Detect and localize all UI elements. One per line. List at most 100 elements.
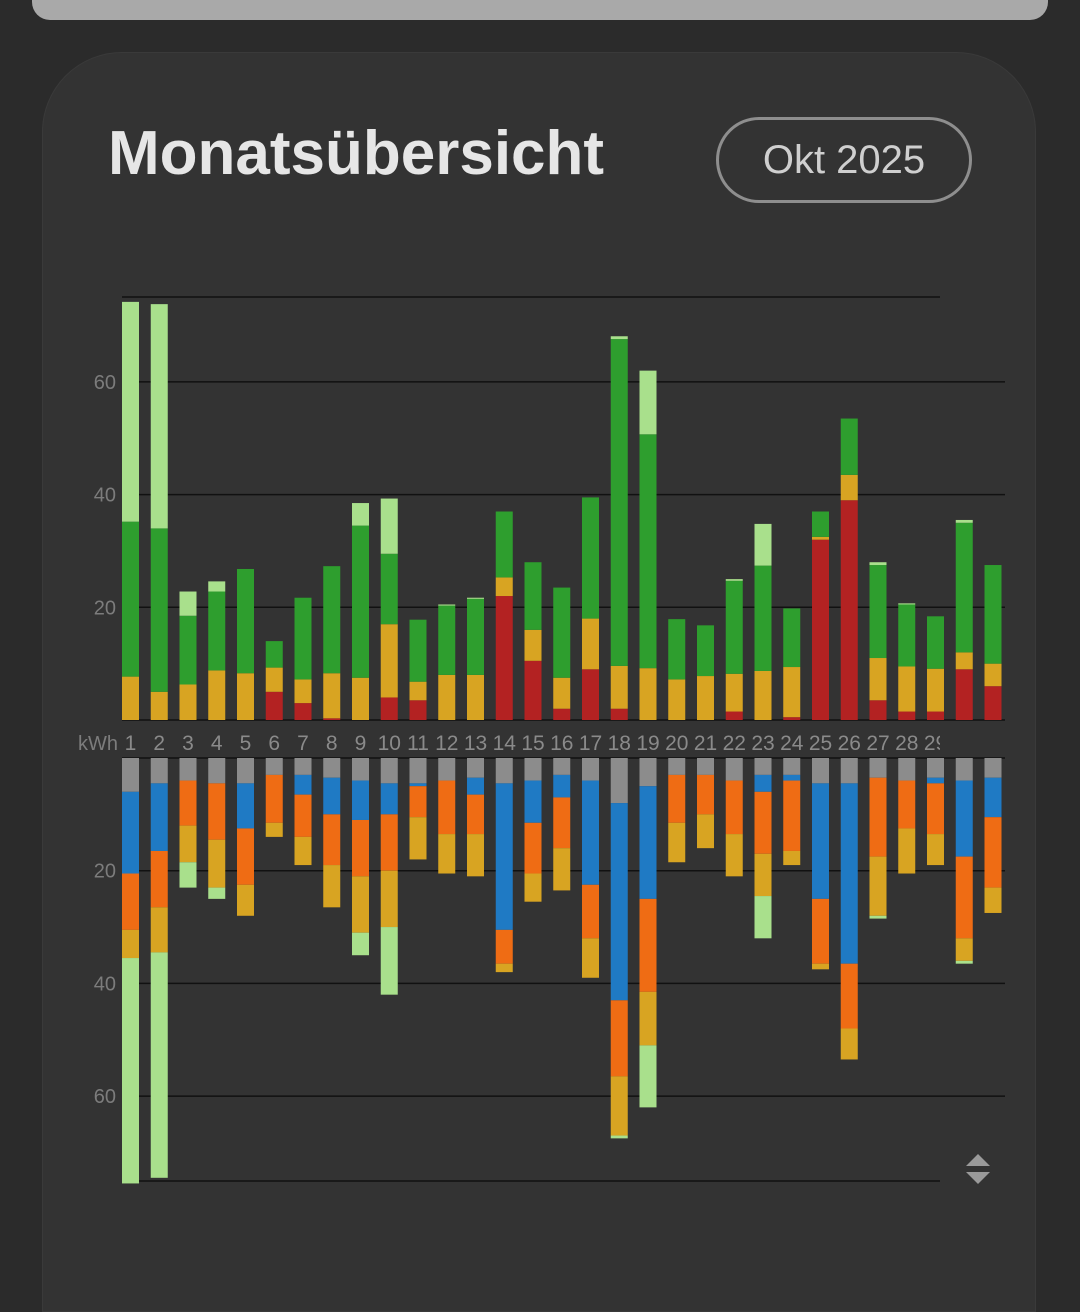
bar-segment-production (639, 434, 657, 669)
bar-segment-consumption (352, 819, 369, 877)
bar-segment-consumption (237, 828, 254, 885)
bar-segment-consumption (524, 822, 542, 874)
x-tick-label: 22 (723, 732, 746, 755)
bar-segment-production (409, 681, 427, 701)
bar-segment-consumption (352, 758, 369, 781)
bar-segment-consumption (150, 758, 168, 784)
x-tick-label: 21 (694, 732, 717, 755)
x-tick-label: 2 (153, 732, 165, 755)
bar-segment-production (840, 418, 858, 475)
bar-segment-consumption (610, 1135, 628, 1139)
bar-segment-consumption (150, 783, 168, 851)
x-tick-label: 12 (435, 732, 458, 755)
bar-segment-consumption (668, 822, 686, 863)
y-tick-label-lower: 60 (94, 1086, 116, 1108)
bar-segment-consumption (984, 777, 1002, 818)
bar-segment-consumption (955, 856, 973, 939)
bar-segment-consumption (524, 780, 542, 823)
bar-segment-production (927, 711, 944, 720)
bar-segment-consumption (639, 758, 657, 787)
bar-segment-consumption (582, 938, 599, 978)
x-tick-label: 10 (378, 732, 401, 755)
bar-segment-consumption (150, 907, 168, 953)
sort-toggle-icon[interactable] (964, 1152, 992, 1186)
bar-segment-production (754, 670, 772, 720)
x-tick-label: 7 (297, 732, 309, 755)
bar-segment-consumption (294, 794, 312, 837)
bar-segment-consumption (352, 876, 369, 933)
bar-segment-consumption (438, 780, 456, 835)
bar-segment-production (553, 587, 571, 678)
bar-segment-production (380, 697, 398, 720)
x-tick-label: 19 (636, 732, 659, 755)
bar-segment-production (150, 304, 168, 529)
x-tick-label: 26 (838, 732, 861, 755)
bar-segment-consumption (783, 780, 801, 851)
y-tick-label-lower: 20 (94, 861, 116, 883)
bar-segment-production (265, 691, 283, 720)
bar-segment-production (955, 522, 973, 653)
bar-segment-consumption (380, 758, 398, 784)
bar-segment-production (955, 519, 973, 523)
bar-segment-consumption (294, 836, 312, 866)
bar-segment-production (955, 669, 973, 720)
bar-segment-production (352, 525, 369, 678)
bar-segment-production (812, 539, 829, 720)
bar-segment-production (668, 619, 686, 680)
bar-segment-consumption (927, 783, 944, 835)
bar-segment-production (898, 603, 916, 605)
bar-segment-consumption (122, 929, 139, 959)
bar-segment-consumption (265, 758, 283, 775)
bar-segment-production (237, 673, 254, 720)
bar-segment-consumption (122, 758, 139, 792)
bar-segment-consumption (179, 862, 197, 888)
y-tick-label-upper: 40 (94, 485, 116, 507)
x-tick-label: 29 (924, 732, 947, 755)
bar-segment-production (812, 536, 829, 540)
bar-segment-consumption (754, 896, 772, 939)
bar-segment-production (467, 598, 484, 675)
bar-segment-production (265, 667, 283, 692)
bar-segment-consumption (495, 758, 513, 784)
bar-segment-consumption (725, 780, 743, 835)
bar-segment-consumption (697, 774, 714, 815)
bar-segment-consumption (984, 817, 1002, 888)
bar-segment-production (122, 301, 139, 522)
bar-segment-consumption (927, 758, 944, 778)
bar-segment-consumption (812, 898, 829, 964)
bar-segment-production (697, 625, 714, 677)
bar-segment-production (553, 677, 571, 709)
bar-segment-consumption (898, 828, 916, 874)
bar-segment-consumption (323, 865, 341, 908)
bar-segment-consumption (380, 870, 398, 928)
bar-segment-production (438, 604, 456, 606)
axis-unit-label: kWh (78, 733, 118, 755)
bar-segment-production (639, 668, 657, 720)
bar-segment-production (725, 711, 743, 720)
bar-segment-production (179, 684, 197, 720)
bar-segment-consumption (783, 774, 801, 781)
bar-segment-production (208, 670, 226, 720)
bar-segment-consumption (697, 758, 714, 775)
bar-segment-consumption (812, 758, 829, 784)
bar-segment-consumption (869, 856, 887, 916)
bar-segment-consumption (122, 791, 139, 874)
bar-segment-production (265, 641, 283, 668)
bar-segment-consumption (237, 884, 254, 916)
x-tick-label: 16 (550, 732, 573, 755)
bar-segment-consumption (179, 780, 197, 826)
month-select-button[interactable]: Okt 2025 (716, 117, 972, 203)
bar-segment-consumption (840, 758, 858, 784)
bar-segment-production (725, 580, 743, 674)
x-tick-label: 8 (326, 732, 338, 755)
bar-segment-production (869, 658, 887, 701)
bar-segment-consumption (927, 777, 944, 784)
bar-segment-production (610, 665, 628, 709)
bar-segment-consumption (869, 777, 887, 857)
bar-segment-production (984, 565, 1002, 664)
bar-segment-production (524, 629, 542, 661)
bar-segment-consumption (898, 780, 916, 829)
bar-segment-production (438, 605, 456, 675)
x-tick-label: 11 (407, 732, 429, 755)
bar-segment-consumption (380, 927, 398, 995)
